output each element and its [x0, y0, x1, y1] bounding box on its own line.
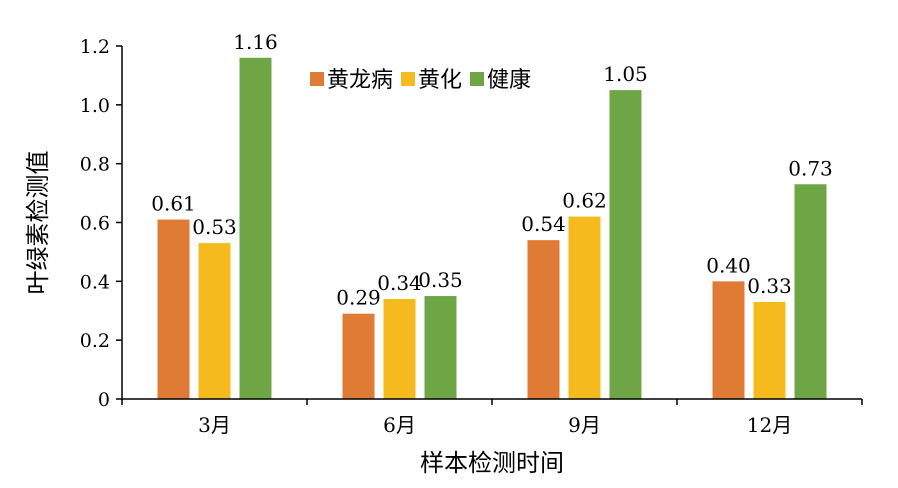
- data-labels-group: 0.610.53 1.16 0.290.340.35 0.540.62 1.05 0.40…: [151, 30, 833, 310]
- data-label: 0.61: [151, 192, 196, 216]
- bar-1-1: [157, 219, 190, 399]
- legend-swatch: [401, 72, 415, 86]
- bar-3-1: [239, 57, 272, 400]
- legend-swatch: [310, 72, 324, 86]
- legend-swatch: [470, 72, 484, 86]
- x-tick-label: 12月: [747, 413, 792, 437]
- data-label: 0.29: [336, 286, 381, 310]
- bar-1-4: [712, 281, 745, 399]
- x-tick-label: 6月: [383, 413, 416, 437]
- bar-2-4: [753, 301, 786, 399]
- bar-1-2: [342, 313, 375, 399]
- bar-2-1: [198, 243, 231, 399]
- bar-2-2: [383, 298, 416, 399]
- bar-3-4: [794, 184, 827, 399]
- y-tick-label: 0: [98, 389, 110, 411]
- bars-group: [157, 57, 827, 400]
- bar-3-3: [609, 90, 642, 399]
- y-tick-label: 0.2: [80, 330, 110, 352]
- legend: 黄龙病 黄化 健康: [310, 68, 531, 93]
- bar-3-2: [424, 296, 457, 399]
- legend-label: 黄龙病: [327, 68, 393, 93]
- y-tick-label: 0.6: [80, 213, 110, 235]
- data-label: 0.35: [418, 268, 463, 292]
- legend-label: 健康: [487, 68, 531, 93]
- data-label: 1.16: [233, 30, 278, 54]
- data-label: 1.05: [603, 62, 648, 86]
- legend-label: 黄化: [418, 68, 462, 93]
- data-label: 0.54: [521, 212, 566, 236]
- x-tick-label: 3月: [198, 413, 231, 437]
- data-label: 0.73: [788, 156, 833, 180]
- y-tick-label: 1.2: [80, 36, 110, 58]
- data-label: 0.62: [562, 189, 607, 213]
- y-tick-label: 1.0: [80, 95, 110, 117]
- x-axis-title: 样本检测时间: [420, 449, 564, 477]
- data-label: 0.53: [192, 215, 237, 239]
- x-ticks-group: 3月 6月 9月 12月: [121, 399, 863, 437]
- data-label: 0.34: [377, 271, 422, 295]
- y-ticks-group: 0 0.2 0.4 0.6 0.8 1.0 1.2: [80, 36, 122, 411]
- y-axis-title: 叶绿素检测值: [24, 151, 52, 295]
- bar-2-3: [568, 216, 601, 399]
- bar-1-3: [527, 240, 560, 399]
- data-label: 0.40: [706, 253, 751, 277]
- x-tick-label: 9月: [568, 413, 601, 437]
- y-tick-label: 0.4: [80, 271, 110, 293]
- y-tick-label: 0.8: [80, 154, 110, 176]
- data-label: 0.33: [747, 274, 792, 298]
